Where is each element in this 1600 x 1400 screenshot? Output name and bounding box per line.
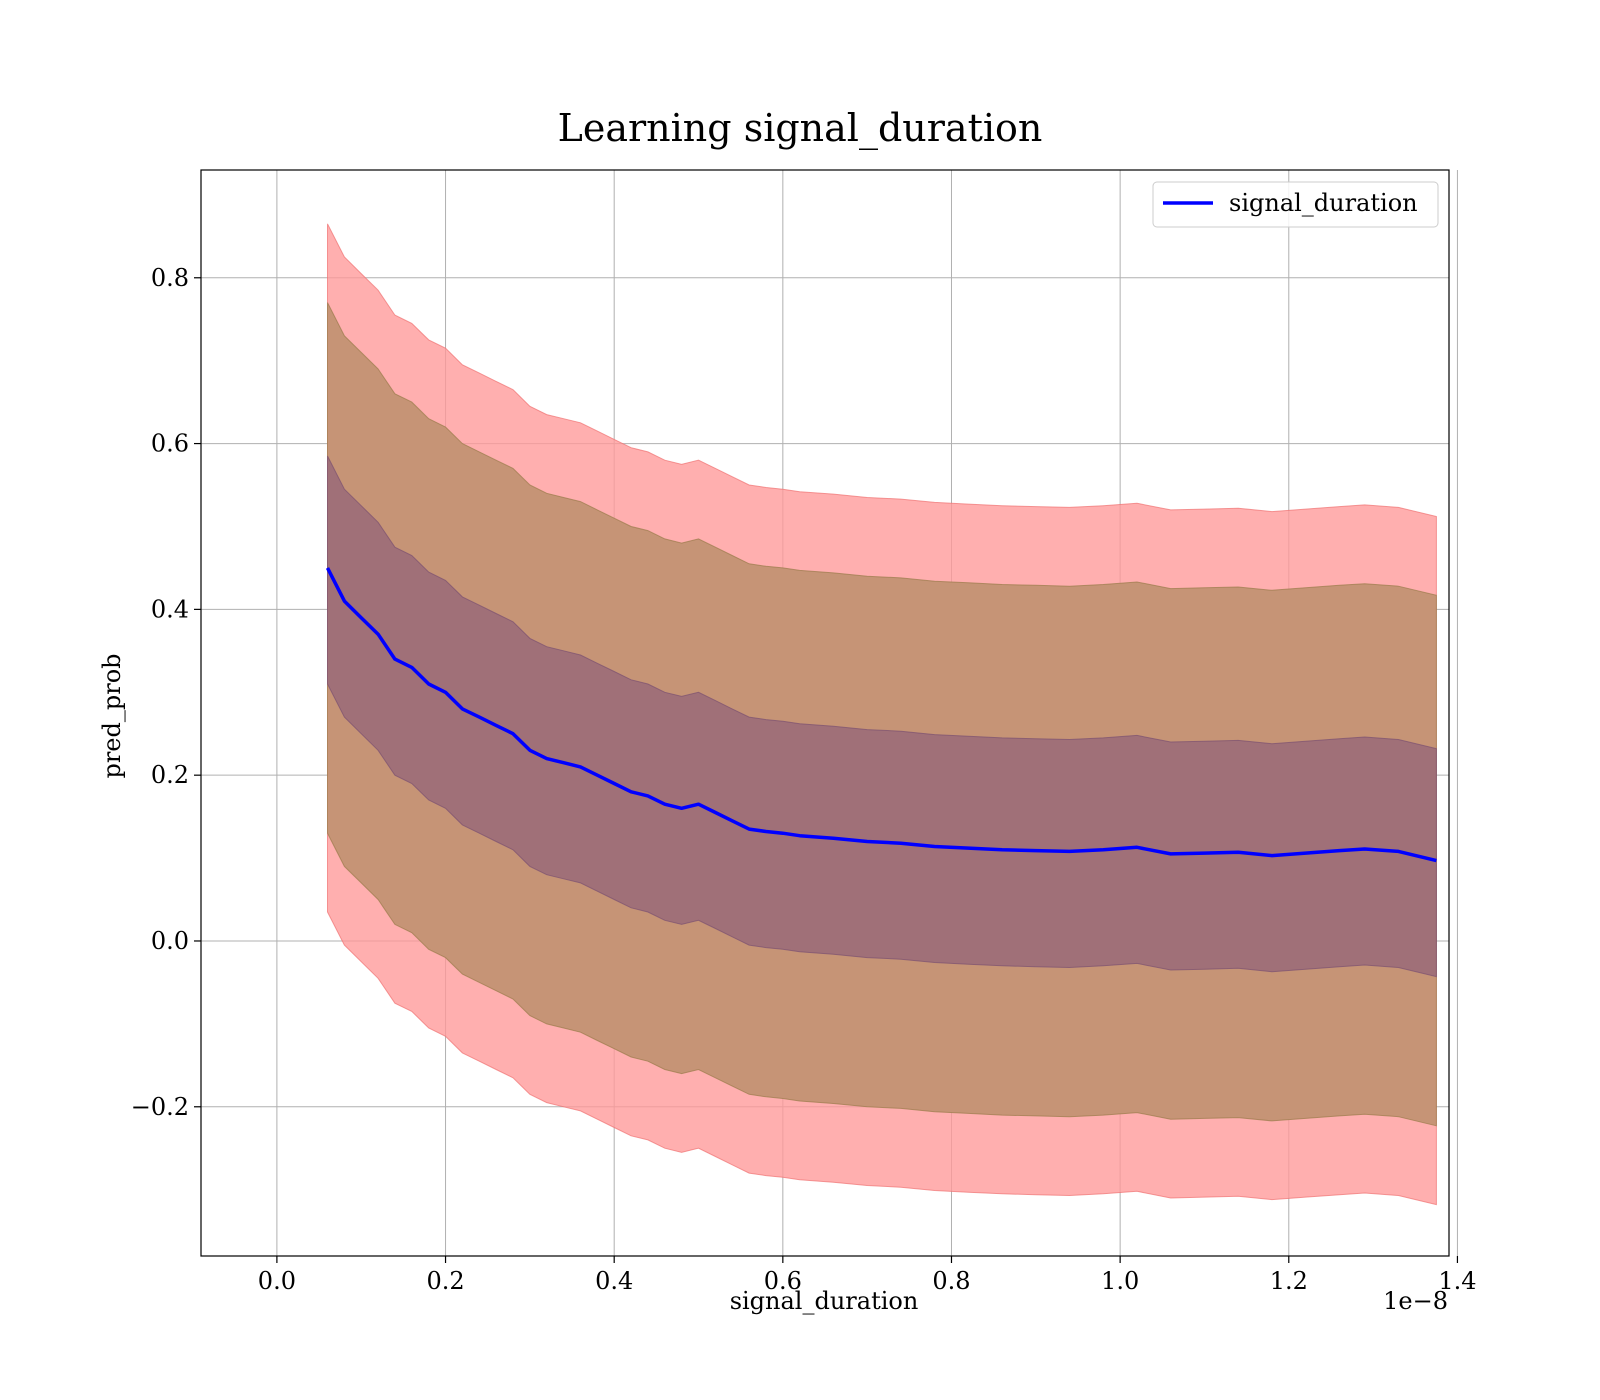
x-tick-label-4: 0.8 [932,1267,970,1295]
x-axis-label: signal_duration [730,1287,919,1315]
chart-title: Learning signal_duration [558,106,1043,151]
axes-frame [200,169,1450,1257]
band-inner [327,455,1437,978]
y-tick-label-5: 0.8 [151,264,189,292]
x-tick-label-7: 1.4 [1438,1267,1476,1295]
x-tick-label-6: 1.2 [1270,1267,1308,1295]
y-axis-label: pred_prob [98,653,126,778]
y-tick-label-2: 0.2 [151,761,189,789]
x-tick-label-1: 0.2 [426,1267,464,1295]
x-axis-offset-text: 1e−8 [1383,1287,1448,1315]
legend: signal_duration [1152,181,1439,228]
x-tick-label-0: 0.0 [258,1267,296,1295]
y-tick-label-0: −0.2 [131,1093,189,1121]
legend-label-signal-duration: signal_duration [1229,189,1418,217]
y-tick-label-4: 0.6 [151,430,189,458]
y-tick-label-1: 0.0 [151,927,189,955]
plot-area: 0.0 0.2 0.4 0.6 0.8 1.0 1.2 1.4 −0.2 0.0 0.2 0.4 0.6… [131,169,1477,1295]
x-tick-label-2: 0.4 [595,1267,633,1295]
legend-box [1152,181,1439,228]
x-tick-label-3: 0.6 [764,1267,802,1295]
x-tick-label-5: 1.0 [1101,1267,1139,1295]
y-tick-label-3: 0.4 [151,595,189,623]
series-line-signal-duration [325,567,1437,863]
